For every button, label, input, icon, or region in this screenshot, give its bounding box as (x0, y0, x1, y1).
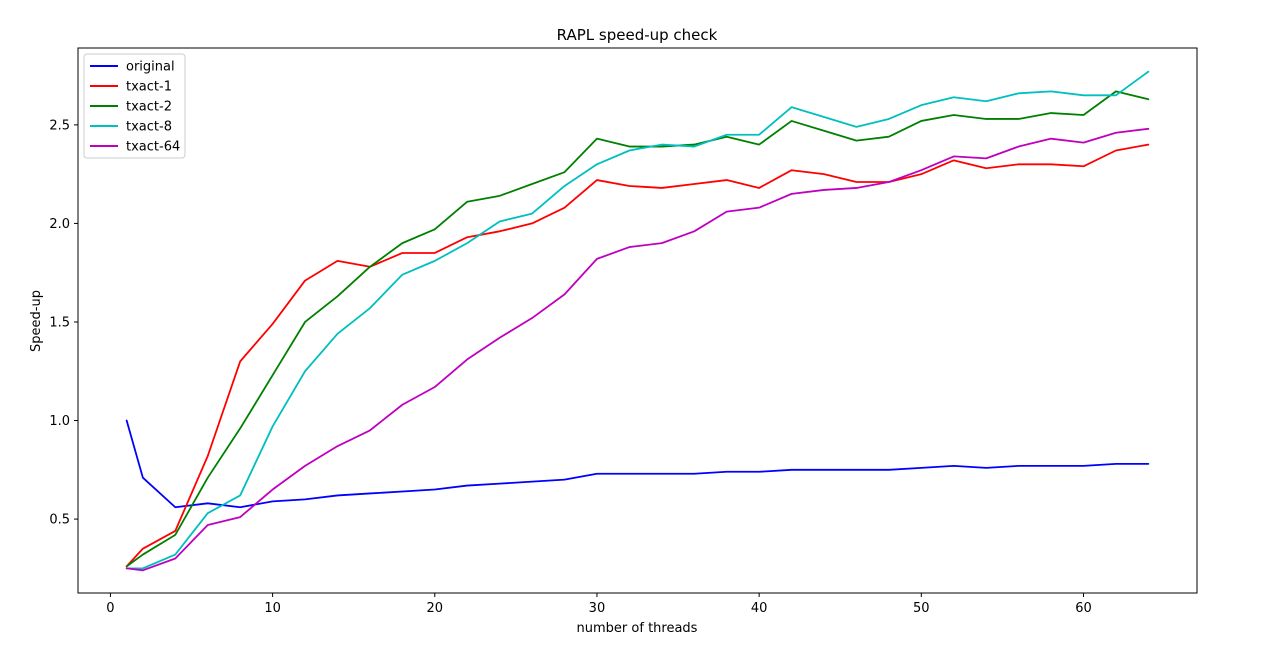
y-tick-label: 0.5 (49, 513, 70, 528)
x-tick-label: 40 (751, 601, 768, 616)
x-tick-label: 10 (264, 601, 281, 616)
series-line-txact-64 (125, 127, 1150, 572)
series-line-txact-8 (125, 70, 1150, 570)
x-tick-label: 20 (427, 601, 444, 616)
legend-box (83, 53, 186, 159)
y-axis-label: Speed-up (29, 290, 44, 352)
legend-label-original: original (126, 60, 175, 75)
legend-label-txact-8: txact-8 (126, 120, 172, 135)
plot-area-frame (77, 47, 1198, 594)
y-tick-label: 2.5 (49, 118, 70, 133)
y-tick-label: 1.0 (49, 414, 70, 429)
legend-label-txact-2: txact-2 (126, 100, 172, 115)
series-line-txact-2 (125, 90, 1150, 568)
y-tick-label: 2.0 (49, 217, 70, 232)
x-tick-label: 0 (106, 601, 114, 616)
x-tick-label: 60 (1075, 601, 1092, 616)
series-line-txact-1 (125, 143, 1150, 568)
series-layer (125, 70, 1150, 572)
x-tick-label: 50 (913, 601, 930, 616)
legend-label-txact-64: txact-64 (126, 140, 180, 155)
y-tick-label: 1.5 (49, 315, 70, 330)
y-axis-ticks: 0.5 1.0 1.5 2.0 2.5 (49, 118, 78, 528)
series-line-original (125, 419, 1150, 509)
legend-items: original txact-1 txact-2 txact-8 txact-64 (90, 60, 180, 155)
x-axis-ticks: 0 10 20 30 40 50 60 (106, 593, 1092, 616)
chart-title: RAPL speed-up check (557, 26, 718, 44)
legend: original txact-1 txact-2 txact-8 txact-64 (83, 53, 186, 159)
x-axis-label: number of threads (577, 621, 698, 636)
x-tick-label: 30 (589, 601, 606, 616)
legend-label-txact-1: txact-1 (126, 80, 172, 95)
